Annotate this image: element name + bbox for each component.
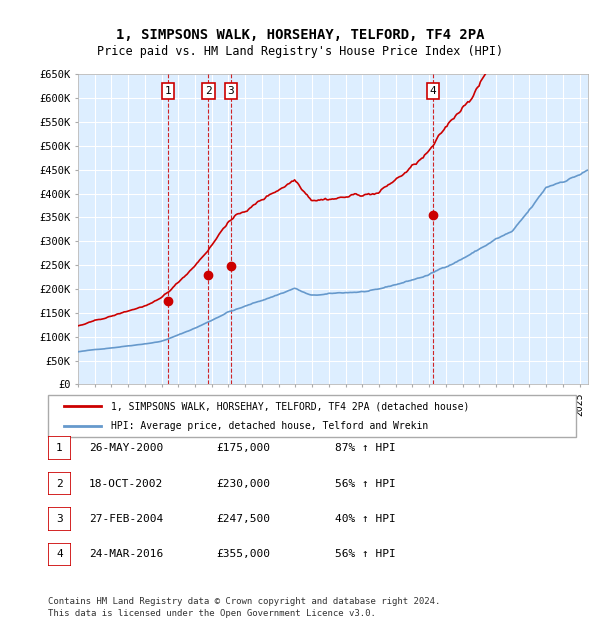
FancyBboxPatch shape (48, 507, 71, 531)
Text: 40% ↑ HPI: 40% ↑ HPI (335, 514, 395, 524)
Text: Price paid vs. HM Land Registry's House Price Index (HPI): Price paid vs. HM Land Registry's House … (97, 45, 503, 58)
Text: £175,000: £175,000 (216, 443, 270, 453)
Text: Contains HM Land Registry data © Crown copyright and database right 2024.: Contains HM Land Registry data © Crown c… (48, 597, 440, 606)
Text: 4: 4 (56, 549, 63, 559)
Text: 2: 2 (205, 86, 212, 96)
Text: This data is licensed under the Open Government Licence v3.0.: This data is licensed under the Open Gov… (48, 608, 376, 618)
Text: 27-FEB-2004: 27-FEB-2004 (89, 514, 163, 524)
Text: 18-OCT-2002: 18-OCT-2002 (89, 479, 163, 489)
FancyBboxPatch shape (48, 395, 576, 437)
Text: 24-MAR-2016: 24-MAR-2016 (89, 549, 163, 559)
Text: 1: 1 (56, 443, 63, 453)
Text: 87% ↑ HPI: 87% ↑ HPI (335, 443, 395, 453)
Text: 1: 1 (165, 86, 172, 96)
Text: 26-MAY-2000: 26-MAY-2000 (89, 443, 163, 453)
FancyBboxPatch shape (48, 472, 71, 495)
Text: 56% ↑ HPI: 56% ↑ HPI (335, 479, 395, 489)
FancyBboxPatch shape (48, 436, 71, 460)
Text: 56% ↑ HPI: 56% ↑ HPI (335, 549, 395, 559)
Text: 3: 3 (56, 514, 63, 524)
Text: £247,500: £247,500 (216, 514, 270, 524)
Text: 3: 3 (227, 86, 235, 96)
Text: 1, SIMPSONS WALK, HORSEHAY, TELFORD, TF4 2PA (detached house): 1, SIMPSONS WALK, HORSEHAY, TELFORD, TF4… (112, 401, 470, 411)
Text: £230,000: £230,000 (216, 479, 270, 489)
Text: HPI: Average price, detached house, Telford and Wrekin: HPI: Average price, detached house, Telf… (112, 421, 428, 431)
Text: 2: 2 (56, 479, 63, 489)
FancyBboxPatch shape (48, 542, 71, 566)
Text: 4: 4 (430, 86, 436, 96)
Text: 1, SIMPSONS WALK, HORSEHAY, TELFORD, TF4 2PA: 1, SIMPSONS WALK, HORSEHAY, TELFORD, TF4… (116, 28, 484, 42)
Text: £355,000: £355,000 (216, 549, 270, 559)
